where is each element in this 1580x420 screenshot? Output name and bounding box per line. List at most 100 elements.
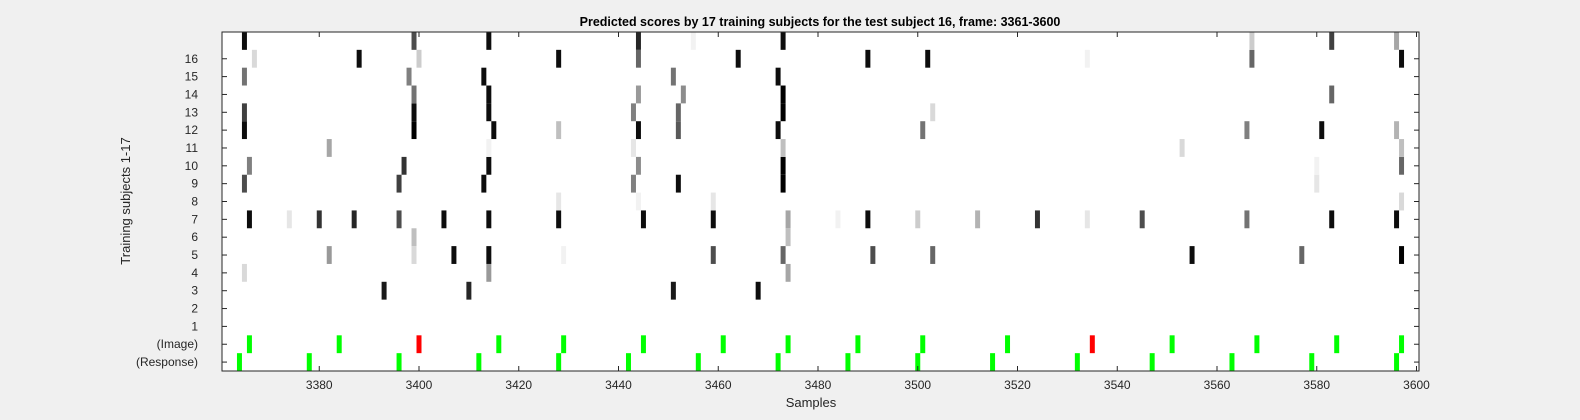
heatmap-cell bbox=[675, 121, 681, 140]
heatmap-cell bbox=[775, 121, 781, 140]
heatmap-cell bbox=[835, 210, 841, 229]
event-marker bbox=[855, 335, 861, 354]
heatmap-cell bbox=[326, 139, 332, 157]
heatmap-cell bbox=[930, 103, 936, 122]
event-marker bbox=[556, 353, 562, 371]
heatmap-cell bbox=[1249, 32, 1255, 50]
heatmap-cell bbox=[481, 174, 487, 193]
heatmap-cell bbox=[286, 210, 292, 229]
heatmap-cell bbox=[865, 49, 871, 68]
heatmap-cell bbox=[1399, 139, 1405, 157]
event-marker bbox=[1005, 335, 1011, 354]
heatmap-cell bbox=[406, 67, 412, 86]
heatmap-cell bbox=[486, 85, 492, 104]
heatmap-cell bbox=[670, 67, 676, 86]
heatmap-cell bbox=[486, 246, 492, 264]
event-marker bbox=[1229, 353, 1235, 371]
x-tick-label: 3400 bbox=[406, 378, 433, 392]
plot-area bbox=[222, 32, 1419, 371]
heatmap-cell bbox=[401, 156, 407, 175]
event-marker bbox=[920, 335, 926, 354]
heatmap-cell bbox=[785, 228, 791, 247]
heatmap-cell bbox=[780, 85, 786, 104]
event-marker bbox=[496, 335, 502, 354]
heatmap-cell bbox=[396, 174, 402, 193]
y-tick-label: 14 bbox=[185, 87, 199, 101]
heatmap-cell bbox=[635, 49, 641, 68]
heatmap-cell bbox=[865, 210, 871, 229]
y-tick-label: 6 bbox=[191, 230, 198, 244]
event-marker bbox=[306, 353, 312, 371]
event-marker bbox=[625, 353, 631, 371]
heatmap-cell bbox=[1394, 32, 1400, 50]
event-marker bbox=[1149, 353, 1155, 371]
event-marker bbox=[1074, 353, 1080, 371]
heatmap-cell bbox=[675, 103, 681, 122]
heatmap-cell bbox=[915, 210, 921, 229]
heatmap-cell bbox=[351, 210, 357, 229]
heatmap-cell bbox=[975, 210, 981, 229]
heatmap-cell bbox=[1249, 49, 1255, 68]
heatmap-cell bbox=[630, 174, 636, 193]
heatmap-cell bbox=[561, 246, 567, 264]
event-marker bbox=[336, 335, 342, 354]
event-marker bbox=[1254, 335, 1260, 354]
y-tick-label: 15 bbox=[185, 70, 199, 84]
heatmap-cell bbox=[670, 281, 676, 300]
heatmap-cell bbox=[1179, 139, 1185, 157]
heatmap-cell bbox=[690, 32, 696, 50]
event-marker bbox=[1394, 353, 1400, 371]
heatmap-cell bbox=[486, 32, 492, 50]
heatmap-cell bbox=[1399, 192, 1405, 211]
heatmap-cell bbox=[635, 156, 641, 175]
heatmap-cell bbox=[411, 103, 417, 122]
heatmap-cell bbox=[486, 156, 492, 175]
x-tick-label: 3600 bbox=[1403, 378, 1430, 392]
heatmap-cell bbox=[316, 210, 322, 229]
x-tick-label: 3420 bbox=[505, 378, 532, 392]
heatmap-cell bbox=[1329, 32, 1335, 50]
x-tick-label: 3540 bbox=[1104, 378, 1131, 392]
heatmap-cell bbox=[1329, 210, 1335, 229]
heatmap-cell bbox=[1084, 49, 1090, 68]
chart-title: Predicted scores by 17 training subjects… bbox=[580, 15, 1061, 29]
y-tick-label: 4 bbox=[191, 266, 198, 280]
heatmap-cell bbox=[491, 121, 497, 140]
event-marker bbox=[915, 353, 921, 371]
x-axis: 3380 3400 3420 3440 3460 3480 3500 3520 3540 3560… bbox=[306, 32, 1430, 392]
heatmap-cell bbox=[1189, 246, 1195, 264]
x-tick-label: 3580 bbox=[1303, 378, 1330, 392]
x-tick-label: 3500 bbox=[904, 378, 931, 392]
heatmap-cell bbox=[1399, 49, 1405, 68]
event-marker bbox=[720, 335, 726, 354]
event-marker bbox=[640, 335, 646, 354]
event-marker bbox=[396, 353, 402, 371]
y-tick-label: 9 bbox=[191, 177, 198, 191]
heatmap-cell bbox=[640, 210, 646, 229]
heatmap-cell bbox=[356, 49, 362, 68]
heatmap-cell bbox=[441, 210, 447, 229]
heatmap-cell bbox=[241, 103, 247, 122]
heatmap-cell bbox=[755, 281, 761, 300]
heatmap-cell bbox=[785, 210, 791, 229]
x-axis-label: Samples bbox=[786, 395, 837, 410]
event-marker bbox=[476, 353, 482, 371]
x-tick-label: 3560 bbox=[1204, 378, 1231, 392]
heatmap-cell bbox=[635, 85, 641, 104]
heatmap-cell bbox=[780, 103, 786, 122]
highlight-marker bbox=[416, 335, 422, 354]
heatmap-cell bbox=[1299, 246, 1305, 264]
heatmap-cell bbox=[246, 210, 252, 229]
y-tick-label: 8 bbox=[191, 195, 198, 209]
heatmap-cell bbox=[451, 246, 457, 264]
event-marker bbox=[695, 353, 701, 371]
y-axis-label: Training subjects 1-17 bbox=[118, 137, 133, 264]
heatmap-cell bbox=[630, 139, 636, 157]
heatmap-cell bbox=[710, 210, 716, 229]
event-marker bbox=[1169, 335, 1175, 354]
event-marker bbox=[1399, 335, 1405, 354]
heatmap-cell bbox=[1394, 210, 1400, 229]
heatmap-cell bbox=[925, 49, 931, 68]
heatmap-cell bbox=[411, 32, 417, 50]
heatmap-cell bbox=[241, 67, 247, 86]
